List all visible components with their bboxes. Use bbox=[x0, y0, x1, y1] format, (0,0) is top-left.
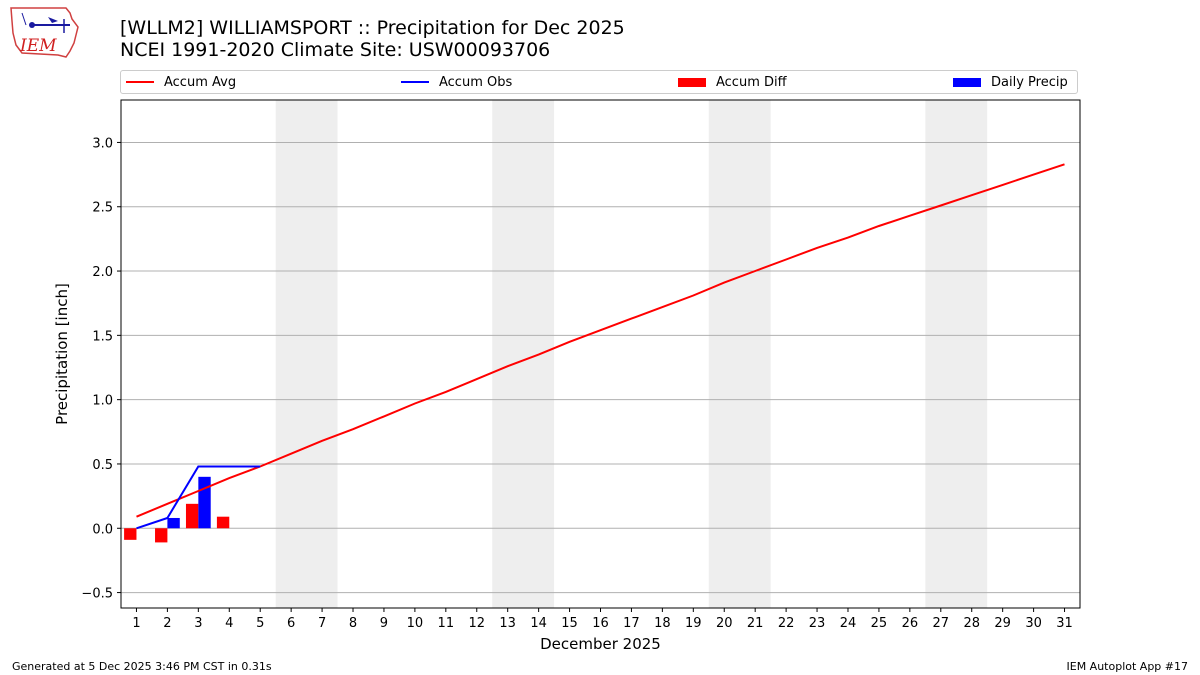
legend-label-accum-obs: Accum Obs bbox=[439, 74, 513, 90]
x-tick-label: 18 bbox=[654, 616, 671, 631]
x-tick-label: 7 bbox=[318, 616, 326, 631]
y-tick-label: 3.0 bbox=[92, 136, 113, 151]
footer-app-text: IEM Autoplot App #17 bbox=[1066, 660, 1189, 673]
legend-label-daily-precip: Daily Precip bbox=[991, 74, 1068, 90]
legend-item-accum-obs: Accum Obs bbox=[401, 71, 512, 93]
accum-diff-bar bbox=[185, 503, 199, 529]
legend-swatch-accum-diff bbox=[678, 77, 706, 87]
y-tick-label: 2.0 bbox=[92, 265, 113, 280]
accum-diff-bar bbox=[216, 516, 230, 529]
x-tick-label: 23 bbox=[809, 616, 826, 631]
x-tick-label: 17 bbox=[623, 616, 640, 631]
x-tick-label: 28 bbox=[963, 616, 980, 631]
daily-precip-bar bbox=[167, 517, 180, 529]
x-tick-label: 15 bbox=[561, 616, 578, 631]
y-axis-label: Precipitation [inch] bbox=[53, 283, 71, 425]
y-tick-label: 1.0 bbox=[92, 394, 113, 409]
x-tick-label: 30 bbox=[1025, 616, 1042, 631]
legend-label-accum-diff: Accum Diff bbox=[716, 74, 787, 90]
x-tick-label: 4 bbox=[225, 616, 233, 631]
chart-title: [WLLM2] WILLIAMSPORT :: Precipitation fo… bbox=[120, 17, 625, 39]
x-tick-label: 20 bbox=[716, 616, 733, 631]
iem-logo: IEM bbox=[8, 5, 82, 63]
daily-precip-bar bbox=[198, 476, 211, 529]
x-tick-label: 13 bbox=[499, 616, 516, 631]
y-tick-label: 0.0 bbox=[92, 522, 113, 537]
x-tick-label: 10 bbox=[407, 616, 424, 631]
y-tick-label: −0.5 bbox=[81, 587, 113, 602]
x-tick-label: 19 bbox=[685, 616, 702, 631]
x-tick-label: 5 bbox=[256, 616, 264, 631]
legend-swatch-daily-precip bbox=[953, 77, 981, 87]
x-tick-label: 24 bbox=[840, 616, 857, 631]
y-tick-label: 0.5 bbox=[92, 458, 113, 473]
weekend-band-4 bbox=[925, 100, 988, 608]
x-tick-label: 1 bbox=[132, 616, 140, 631]
x-tick-label: 31 bbox=[1056, 616, 1073, 631]
x-tick-label: 2 bbox=[163, 616, 171, 631]
chart-subtitle: NCEI 1991-2020 Climate Site: USW00093706 bbox=[120, 39, 551, 61]
legend-swatch-accum-avg bbox=[126, 81, 154, 83]
x-tick-label: 11 bbox=[438, 616, 455, 631]
x-tick-label: 29 bbox=[994, 616, 1011, 631]
x-tick-label: 22 bbox=[778, 616, 795, 631]
accum-avg-line bbox=[136, 163, 1065, 518]
x-tick-label: 26 bbox=[902, 616, 919, 631]
weekend-band-2 bbox=[492, 100, 555, 608]
x-tick-label: 9 bbox=[380, 616, 388, 631]
y-tick-label: 1.5 bbox=[92, 329, 113, 344]
accum-diff-bar bbox=[124, 528, 137, 540]
x-axis-label: December 2025 bbox=[540, 635, 661, 653]
legend-label-accum-avg: Accum Avg bbox=[164, 74, 237, 90]
accum-diff-bar bbox=[155, 528, 168, 543]
legend-item-accum-avg: Accum Avg bbox=[126, 71, 236, 93]
svg-text:IEM: IEM bbox=[19, 36, 57, 56]
x-tick-label: 25 bbox=[871, 616, 888, 631]
x-tick-label: 16 bbox=[592, 616, 609, 631]
x-tick-label: 21 bbox=[747, 616, 764, 631]
weekend-band-3 bbox=[708, 100, 771, 608]
x-tick-label: 3 bbox=[194, 616, 202, 631]
x-tick-label: 27 bbox=[933, 616, 950, 631]
footer-generated-text: Generated at 5 Dec 2025 3:46 PM CST in 0… bbox=[12, 660, 272, 673]
legend: Accum Avg Accum Obs Accum Diff Daily Pre… bbox=[120, 70, 1078, 94]
x-tick-label: 12 bbox=[468, 616, 485, 631]
weekend-band-1 bbox=[275, 100, 338, 608]
legend-item-accum-diff: Accum Diff bbox=[678, 71, 787, 93]
x-tick-label: 14 bbox=[530, 616, 547, 631]
x-tick-label: 8 bbox=[349, 616, 357, 631]
legend-swatch-accum-obs bbox=[401, 81, 429, 83]
legend-item-daily-precip: Daily Precip bbox=[953, 71, 1068, 93]
x-tick-label: 6 bbox=[287, 616, 295, 631]
y-tick-label: 2.5 bbox=[92, 201, 113, 216]
accum-obs-line bbox=[136, 465, 261, 530]
